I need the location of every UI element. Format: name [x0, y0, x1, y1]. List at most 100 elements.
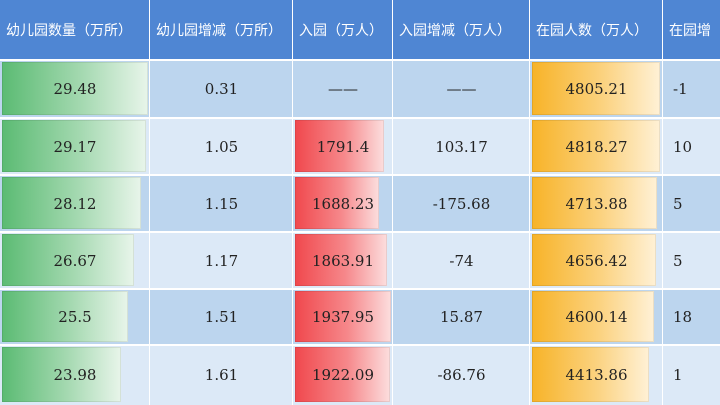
- data-bar-kindergarten-count: [2, 62, 148, 115]
- cell-enrollment[interactable]: 1863.91: [293, 232, 393, 289]
- cell-value: 1.61: [204, 366, 239, 384]
- cell-enrollment[interactable]: 1937.95: [293, 289, 393, 345]
- cell-enrollment-change[interactable]: 15.87: [393, 289, 530, 345]
- data-bar-in-school-count: [532, 62, 660, 115]
- cell-kindergarten-change[interactable]: 1.51: [150, 289, 293, 345]
- data-bar-kindergarten-count: [2, 120, 146, 172]
- cell-value: 4656.42: [565, 251, 628, 270]
- cell-enrollment[interactable]: 1688.23: [293, 175, 393, 232]
- cell-in-school-change[interactable]: 5: [663, 175, 720, 232]
- cell-enrollment-change[interactable]: -86.76: [393, 345, 530, 405]
- data-bar-enrollment: [295, 234, 387, 286]
- cell-in-school-change[interactable]: 18: [663, 289, 720, 345]
- data-bar-in-school-count: [532, 234, 656, 286]
- cell-value: ——: [328, 80, 358, 98]
- row-gridline: [0, 174, 720, 176]
- data-bar-enrollment: [295, 177, 379, 229]
- data-bar-kindergarten-count: [2, 347, 121, 402]
- cell-value: 4600.14: [565, 308, 628, 326]
- cell-enrollment-change[interactable]: ——: [393, 60, 530, 118]
- data-bar-enrollment: [295, 120, 384, 172]
- cell-in-school-count[interactable]: 4805.21: [530, 60, 663, 118]
- cell-in-school-count[interactable]: 4818.27: [530, 118, 663, 175]
- cell-kindergarten-count[interactable]: 29.48: [0, 60, 150, 118]
- cell-value: 28.12: [53, 194, 97, 213]
- cell-enrollment-change[interactable]: -74: [393, 232, 530, 289]
- cell-value: 4818.27: [565, 137, 628, 156]
- row-gridline: [0, 117, 720, 119]
- cell-value: 4713.88: [565, 194, 628, 213]
- cell-value: 1.15: [204, 194, 239, 213]
- row-gridline: [0, 344, 720, 346]
- cell-kindergarten-change[interactable]: 1.17: [150, 232, 293, 289]
- cell-in-school-count[interactable]: 4600.14: [530, 289, 663, 345]
- header-kindergarten-count[interactable]: 幼儿园数量（万所）: [0, 0, 150, 60]
- cell-enrollment-change[interactable]: -175.68: [393, 175, 530, 232]
- cell-in-school-change[interactable]: 5: [663, 232, 720, 289]
- cell-kindergarten-count[interactable]: 28.12: [0, 175, 150, 232]
- data-bar-enrollment: [295, 347, 390, 402]
- cell-value: -175.68: [432, 194, 491, 213]
- row-gridline: [0, 59, 720, 61]
- cell-value: 25.5: [58, 308, 92, 326]
- cell-value: 26.67: [53, 251, 97, 270]
- cell-kindergarten-count[interactable]: 25.5: [0, 289, 150, 345]
- cell-value: 4413.86: [565, 366, 628, 384]
- cell-enrollment[interactable]: ——: [293, 60, 393, 118]
- row-gridline: [0, 231, 720, 233]
- cell-kindergarten-change[interactable]: 1.61: [150, 345, 293, 405]
- column-gridline: [149, 0, 150, 405]
- cell-value: 4805.21: [565, 80, 628, 98]
- cell-value: 0.31: [204, 80, 239, 98]
- header-kindergarten-change[interactable]: 幼儿园增减（万所）: [150, 0, 293, 60]
- cell-enrollment[interactable]: 1922.09: [293, 345, 393, 405]
- cell-value: 1.05: [204, 137, 239, 156]
- cell-in-school-change[interactable]: 10: [663, 118, 720, 175]
- cell-in-school-count[interactable]: 4713.88: [530, 175, 663, 232]
- column-gridline: [392, 0, 393, 405]
- data-bar-in-school-count: [532, 177, 657, 229]
- cell-in-school-count[interactable]: 4413.86: [530, 345, 663, 405]
- cell-value: 1688.23: [311, 194, 375, 213]
- cell-value: 5: [673, 251, 683, 270]
- cell-value: 103.17: [435, 137, 488, 156]
- cell-value: 1922.09: [311, 366, 375, 384]
- cell-kindergarten-change[interactable]: 0.31: [150, 60, 293, 118]
- cell-kindergarten-count[interactable]: 26.67: [0, 232, 150, 289]
- header-in-school-change[interactable]: 在园增: [663, 0, 720, 60]
- header-enrollment[interactable]: 入园（万人）: [293, 0, 393, 60]
- header-enrollment-change[interactable]: 入园增减（万人）: [393, 0, 530, 60]
- cell-value: 1937.95: [311, 308, 375, 326]
- header-in-school-count[interactable]: 在园人数（万人）: [530, 0, 663, 60]
- cell-kindergarten-change[interactable]: 1.05: [150, 118, 293, 175]
- cell-kindergarten-change[interactable]: 1.15: [150, 175, 293, 232]
- cell-kindergarten-count[interactable]: 29.17: [0, 118, 150, 175]
- cell-in-school-change[interactable]: 1: [663, 345, 720, 405]
- cell-enrollment-change[interactable]: 103.17: [393, 118, 530, 175]
- cell-value: 1: [673, 366, 683, 384]
- cell-value: ——: [446, 80, 477, 98]
- cell-enrollment[interactable]: 1791.4: [293, 118, 393, 175]
- cell-value: -86.76: [437, 366, 486, 384]
- cell-value: 10: [673, 137, 693, 156]
- cell-value: 29.48: [53, 80, 97, 98]
- cell-value: 18: [673, 308, 693, 326]
- cell-in-school-count[interactable]: 4656.42: [530, 232, 663, 289]
- row-gridline: [0, 288, 720, 290]
- cell-value: 29.17: [53, 137, 97, 156]
- cell-value: 1.51: [204, 308, 239, 326]
- cell-in-school-change[interactable]: -1: [663, 60, 720, 118]
- data-bar-in-school-count: [532, 291, 654, 342]
- column-gridline: [529, 0, 530, 405]
- cell-value: 15.87: [440, 308, 483, 326]
- data-bar-in-school-count: [532, 120, 660, 172]
- cell-value: 1791.4: [316, 137, 370, 156]
- column-gridline: [662, 0, 663, 405]
- cell-value: 1.17: [204, 251, 239, 270]
- cell-kindergarten-count[interactable]: 23.98: [0, 345, 150, 405]
- cell-value: -74: [449, 251, 474, 270]
- data-bar-kindergarten-count: [2, 177, 141, 229]
- cell-value: -1: [673, 80, 688, 98]
